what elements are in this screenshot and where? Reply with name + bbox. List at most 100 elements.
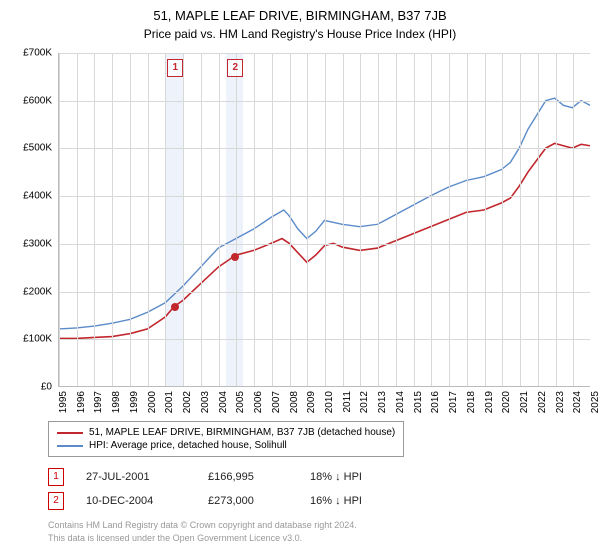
sale-dot bbox=[231, 253, 239, 261]
x-gridline bbox=[573, 53, 574, 386]
chart-area: £0£100K£200K£300K£400K£500K£600K£700K 12… bbox=[10, 53, 590, 413]
x-gridline bbox=[396, 53, 397, 386]
legend-box: 51, MAPLE LEAF DRIVE, BIRMINGHAM, B37 7J… bbox=[48, 421, 404, 457]
x-gridline bbox=[538, 53, 539, 386]
x-gridline bbox=[360, 53, 361, 386]
x-gridline bbox=[272, 53, 273, 386]
sales-table: 1 27-JUL-2001 £166,995 18% ↓ HPI 2 10-DEC-200… bbox=[48, 465, 590, 513]
footer-line: This data is licensed under the Open Gov… bbox=[48, 532, 590, 545]
x-gridline bbox=[414, 53, 415, 386]
sale-row: 2 10-DEC-2004 £273,000 16% ↓ HPI bbox=[48, 489, 590, 513]
sale-marker-box: 1 bbox=[167, 59, 183, 77]
x-gridline bbox=[130, 53, 131, 386]
x-tick-label: 2011 bbox=[342, 391, 353, 413]
x-tick-label: 2019 bbox=[484, 391, 495, 413]
plot-area: 12 bbox=[58, 53, 590, 387]
x-tick-label: 2010 bbox=[324, 391, 335, 413]
x-gridline bbox=[77, 53, 78, 386]
y-tick-label: £600K bbox=[23, 95, 52, 106]
x-tick-label: 2025 bbox=[590, 391, 600, 413]
x-tick-label: 1997 bbox=[93, 391, 104, 413]
y-tick-label: £200K bbox=[23, 286, 52, 297]
x-tick-label: 2013 bbox=[377, 391, 388, 413]
x-tick-label: 2009 bbox=[306, 391, 317, 413]
x-gridline bbox=[183, 53, 184, 386]
x-gridline bbox=[378, 53, 379, 386]
sale-dot bbox=[171, 303, 179, 311]
x-axis: 1995 1996 1997 1998 1999 2000 2001 2002 2003 2004… bbox=[58, 387, 590, 413]
x-gridline bbox=[236, 53, 237, 386]
x-gridline bbox=[94, 53, 95, 386]
x-tick-label: 1999 bbox=[129, 391, 140, 413]
sale-number-box: 1 bbox=[48, 468, 64, 486]
footer-line: Contains HM Land Registry data © Crown c… bbox=[48, 519, 590, 532]
x-gridline bbox=[201, 53, 202, 386]
x-gridline bbox=[325, 53, 326, 386]
sale-diff: 18% ↓ HPI bbox=[310, 471, 420, 483]
x-gridline bbox=[449, 53, 450, 386]
x-tick-label: 2001 bbox=[164, 391, 175, 413]
x-gridline bbox=[254, 53, 255, 386]
x-gridline bbox=[165, 53, 166, 386]
legend-swatch bbox=[57, 445, 83, 447]
chart-title: 51, MAPLE LEAF DRIVE, BIRMINGHAM, B37 7J… bbox=[0, 0, 600, 23]
sale-marker-box: 2 bbox=[227, 59, 243, 77]
sale-row: 1 27-JUL-2001 £166,995 18% ↓ HPI bbox=[48, 465, 590, 489]
legend-label: 51, MAPLE LEAF DRIVE, BIRMINGHAM, B37 7J… bbox=[89, 427, 395, 438]
x-tick-label: 2016 bbox=[430, 391, 441, 413]
x-tick-label: 2005 bbox=[235, 391, 246, 413]
x-tick-label: 2006 bbox=[253, 391, 264, 413]
legend-row: HPI: Average price, detached house, Soli… bbox=[57, 439, 395, 452]
y-axis: £0£100K£200K£300K£400K£500K£600K£700K bbox=[10, 53, 56, 387]
x-gridline bbox=[520, 53, 521, 386]
x-gridline bbox=[112, 53, 113, 386]
x-gridline bbox=[148, 53, 149, 386]
x-gridline bbox=[467, 53, 468, 386]
x-tick-label: 2020 bbox=[501, 391, 512, 413]
x-gridline bbox=[485, 53, 486, 386]
x-tick-label: 2023 bbox=[555, 391, 566, 413]
x-tick-label: 2003 bbox=[200, 391, 211, 413]
x-tick-label: 2008 bbox=[289, 391, 300, 413]
y-tick-label: £0 bbox=[41, 382, 52, 393]
x-gridline bbox=[59, 53, 60, 386]
legend-swatch bbox=[57, 432, 83, 434]
x-tick-label: 2012 bbox=[359, 391, 370, 413]
x-tick-label: 2014 bbox=[395, 391, 406, 413]
footer-attribution: Contains HM Land Registry data © Crown c… bbox=[48, 519, 590, 544]
sale-date: 27-JUL-2001 bbox=[86, 471, 186, 483]
x-tick-label: 2007 bbox=[271, 391, 282, 413]
y-tick-label: £300K bbox=[23, 238, 52, 249]
x-tick-label: 2024 bbox=[572, 391, 583, 413]
x-gridline bbox=[431, 53, 432, 386]
x-tick-label: 2002 bbox=[182, 391, 193, 413]
sale-number-box: 2 bbox=[48, 492, 64, 510]
x-gridline bbox=[290, 53, 291, 386]
x-gridline bbox=[502, 53, 503, 386]
y-tick-label: £500K bbox=[23, 143, 52, 154]
x-tick-label: 2018 bbox=[466, 391, 477, 413]
x-tick-label: 2017 bbox=[448, 391, 459, 413]
x-gridline bbox=[343, 53, 344, 386]
sale-price: £166,995 bbox=[208, 471, 288, 483]
x-tick-label: 1998 bbox=[111, 391, 122, 413]
x-tick-label: 1996 bbox=[76, 391, 87, 413]
legend-label: HPI: Average price, detached house, Soli… bbox=[89, 440, 287, 451]
sale-diff: 16% ↓ HPI bbox=[310, 495, 420, 507]
sale-date: 10-DEC-2004 bbox=[86, 495, 186, 507]
x-tick-label: 2015 bbox=[413, 391, 424, 413]
x-gridline bbox=[556, 53, 557, 386]
x-tick-label: 2000 bbox=[147, 391, 158, 413]
y-tick-label: £400K bbox=[23, 191, 52, 202]
x-gridline bbox=[307, 53, 308, 386]
x-tick-label: 1995 bbox=[58, 391, 69, 413]
x-tick-label: 2022 bbox=[537, 391, 548, 413]
legend-row: 51, MAPLE LEAF DRIVE, BIRMINGHAM, B37 7J… bbox=[57, 426, 395, 439]
y-tick-label: £700K bbox=[23, 48, 52, 59]
x-tick-label: 2021 bbox=[519, 391, 530, 413]
y-tick-label: £100K bbox=[23, 334, 52, 345]
chart-subtitle: Price paid vs. HM Land Registry's House … bbox=[0, 23, 600, 41]
x-tick-label: 2004 bbox=[218, 391, 229, 413]
x-gridline bbox=[219, 53, 220, 386]
sale-price: £273,000 bbox=[208, 495, 288, 507]
